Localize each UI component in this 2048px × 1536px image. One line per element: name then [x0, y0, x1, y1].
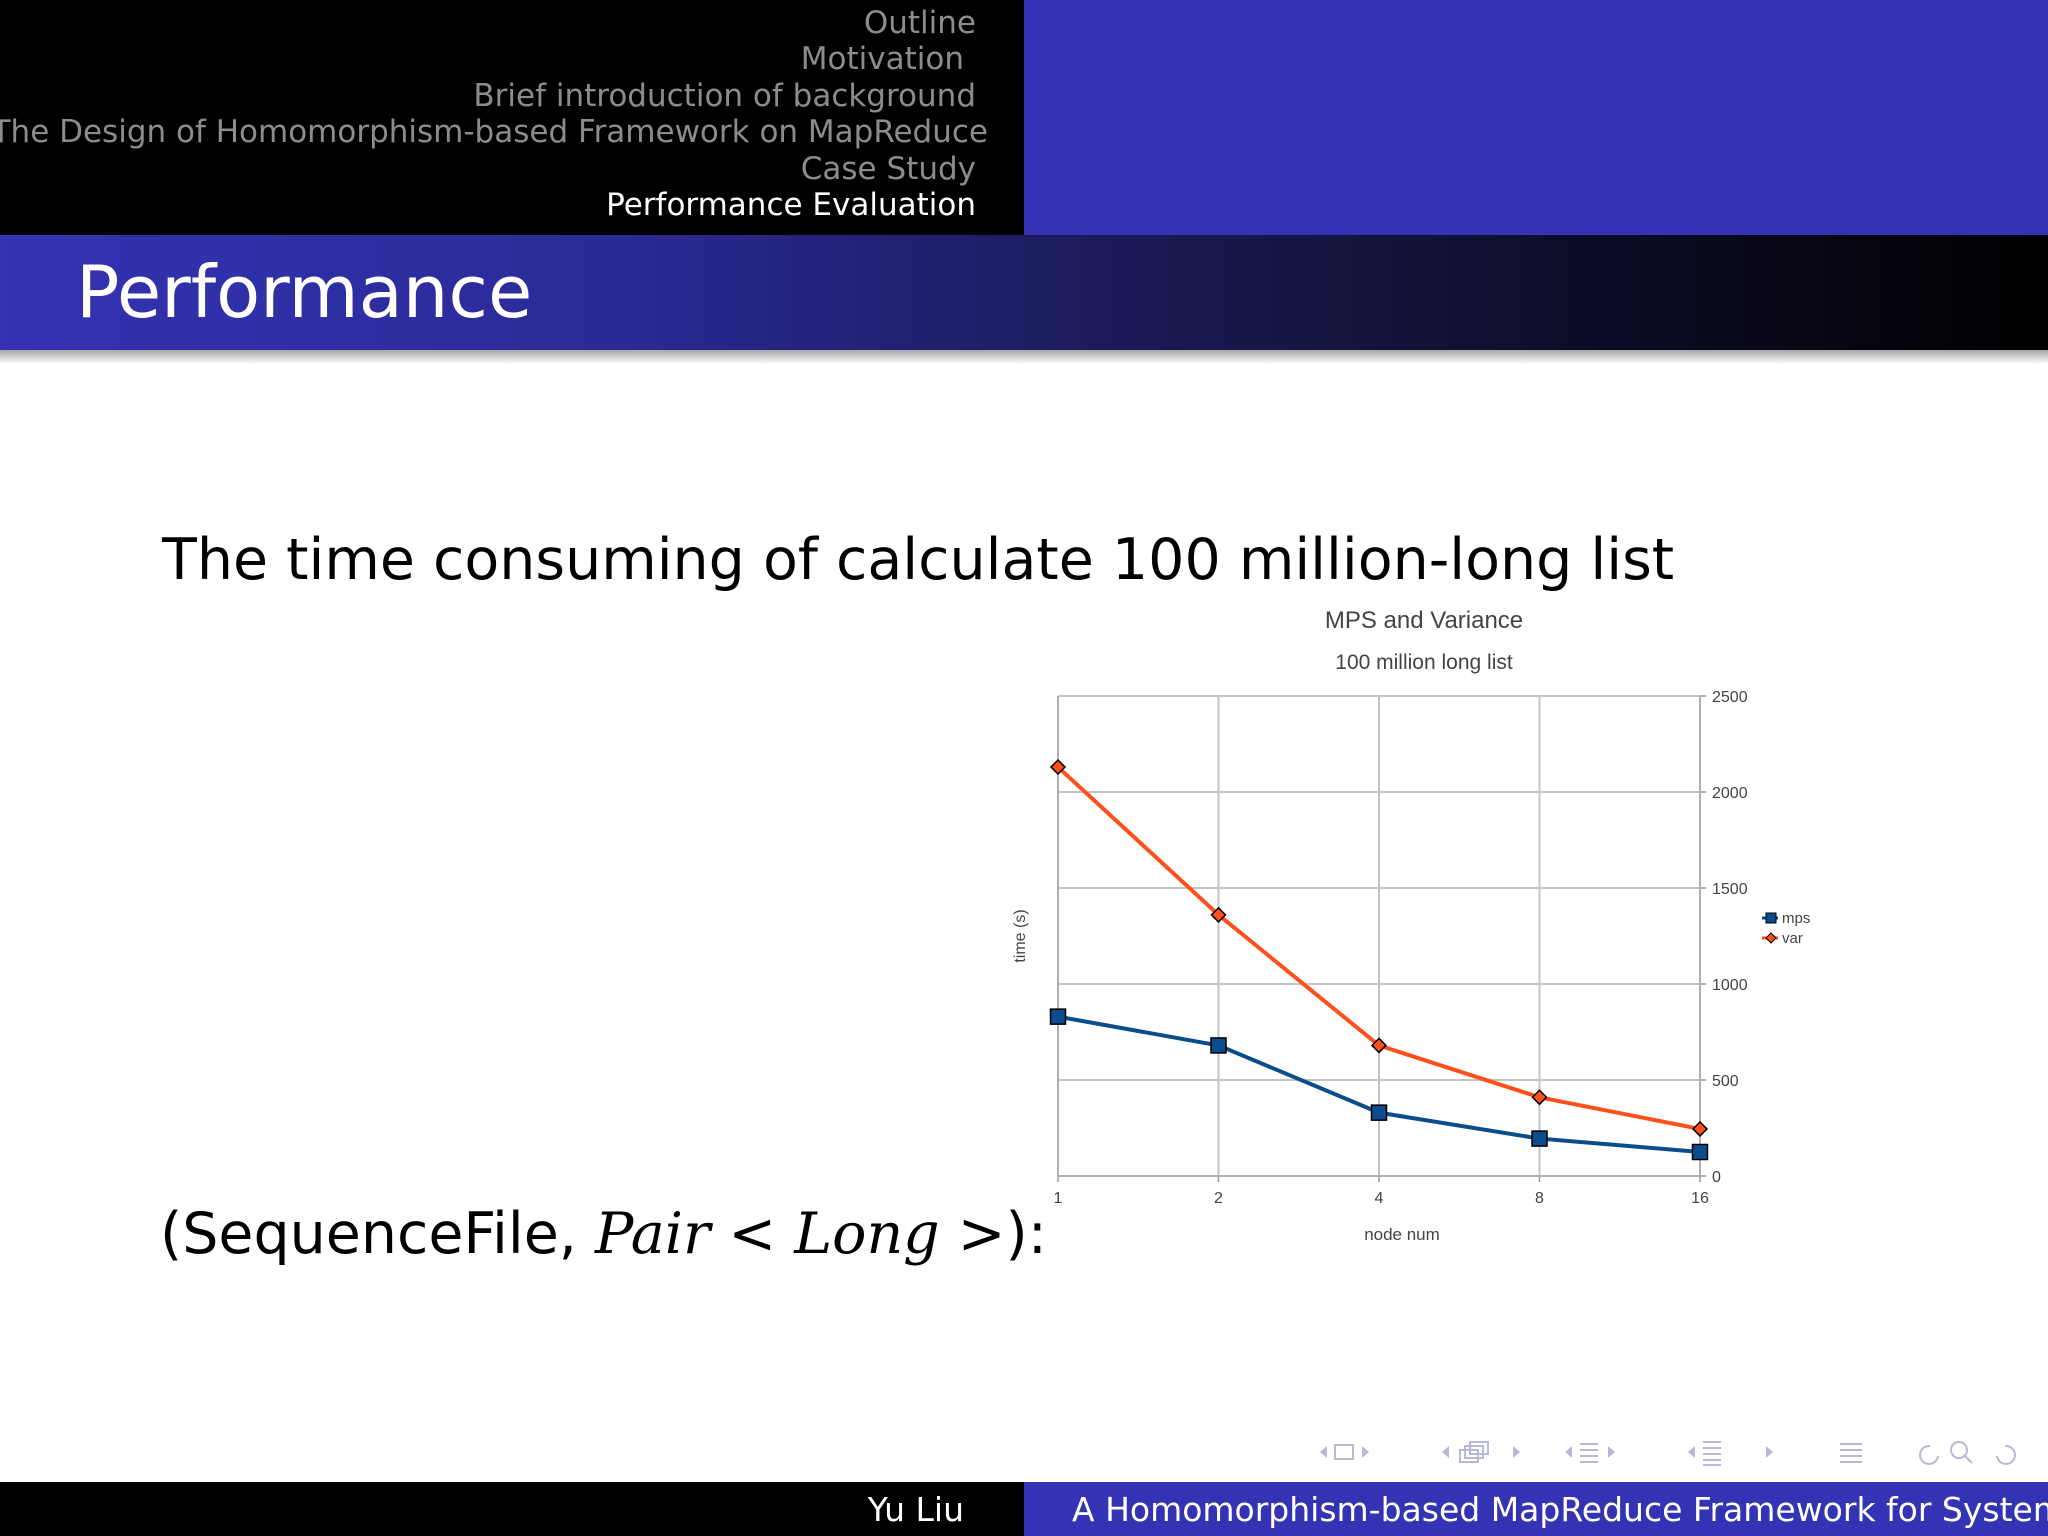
outline-item-motivation[interactable]: Motivation: [800, 41, 964, 77]
x-tick-label: 2: [1214, 1190, 1223, 1207]
formula-long: Long: [794, 1201, 940, 1267]
outline-item-background[interactable]: Brief introduction of background: [473, 78, 976, 114]
header-blank-panel: [1024, 0, 2048, 235]
x-tick-label: 8: [1535, 1190, 1544, 1207]
outline-item-design[interactable]: The Design of Homomorphism-based Framewo…: [0, 114, 988, 150]
nav-search-icon[interactable]: [1950, 1441, 1973, 1464]
legend-label-mps: mps: [1782, 910, 1810, 927]
nav-frame-icon[interactable]: [1334, 1444, 1354, 1460]
nav-next-frame-icon[interactable]: [1362, 1446, 1369, 1458]
nav-prev-doc-icon[interactable]: [1688, 1446, 1695, 1458]
y-tick-label: 2000: [1712, 785, 1748, 802]
beamer-navigation-bar: [1310, 1432, 2030, 1472]
chart-subtitle: 100 million long list: [1335, 651, 1513, 674]
formula-pair: Pair: [595, 1201, 711, 1267]
nav-prev-subsection-icon[interactable]: [1442, 1446, 1449, 1458]
frame-title-bar: [0, 235, 2048, 350]
y-tick-label: 0: [1712, 1169, 1721, 1186]
nav-doc-icon[interactable]: [1703, 1441, 1721, 1466]
nav-next-subsection-icon[interactable]: [1513, 1446, 1520, 1458]
frame-title: Performance: [76, 250, 533, 334]
x-axis-label: node num: [1364, 1225, 1440, 1244]
outline-item-case-study[interactable]: Case Study: [800, 151, 976, 187]
chart-title: MPS and Variance: [1325, 607, 1523, 634]
nav-subsection-icon[interactable]: [1459, 1441, 1489, 1463]
data-point-var: [1531, 1089, 1548, 1106]
frame-title-shadow: [0, 350, 2048, 364]
nav-next-section-icon[interactable]: [1608, 1446, 1615, 1458]
nav-next-doc-icon[interactable]: [1766, 1446, 1773, 1458]
formula-prefix: (SequenceFile,: [160, 1201, 596, 1267]
data-point-var: [1691, 1120, 1709, 1138]
nav-prev-section-icon[interactable]: [1565, 1446, 1572, 1458]
line-chart: 0 500 1000 1500 2000 2500 1 2 4 8 16 MPS and Varian…: [1012, 607, 1810, 1244]
data-point-var: [1049, 758, 1067, 776]
footer-title-panel: A Homomorphism-based MapReduce Framework…: [1024, 1482, 2048, 1536]
y-axis-label: time (s): [1012, 909, 1029, 962]
nav-forward-icon[interactable]: [1996, 1444, 2016, 1465]
data-point-mps: [1210, 1037, 1227, 1054]
y-tick-label: 1500: [1712, 881, 1748, 898]
nav-prev-frame-icon[interactable]: [1320, 1446, 1327, 1458]
footer-author: Yu Liu: [867, 1490, 964, 1529]
y-tick-label: 2500: [1712, 689, 1748, 706]
formula-suffix: ):: [1005, 1201, 1047, 1267]
legend-label-var: var: [1782, 930, 1803, 947]
data-point-mps: [1370, 1104, 1388, 1121]
data-point-var: [1210, 906, 1227, 923]
legend-marker-var: [1765, 932, 1777, 944]
data-point-mps: [1049, 1008, 1067, 1025]
y-tick-label: 1000: [1712, 977, 1748, 994]
nav-section-icon[interactable]: [1580, 1443, 1598, 1463]
nav-toc-icon[interactable]: [1840, 1443, 1862, 1463]
data-point-var: [1370, 1037, 1388, 1054]
x-tick-label: 4: [1375, 1190, 1384, 1207]
outline-item-performance-evaluation[interactable]: Performance Evaluation: [606, 187, 976, 223]
data-point-mps: [1691, 1143, 1709, 1161]
formula-lt: <: [710, 1201, 795, 1267]
x-tick-label: 16: [1691, 1190, 1709, 1207]
footer-title: A Homomorphism-based MapReduce Framework…: [1072, 1490, 2048, 1529]
formula: (SequenceFile, Pair < Long >):: [160, 1198, 1047, 1270]
footer-author-panel: Yu Liu: [0, 1482, 1024, 1536]
nav-back-icon[interactable]: [1919, 1444, 1939, 1465]
header-outline-panel: [0, 0, 1024, 235]
legend-marker-mps: [1765, 912, 1777, 924]
y-tick-label: 500: [1712, 1073, 1739, 1090]
outline-item-outline[interactable]: Outline: [863, 5, 976, 41]
data-point-mps: [1531, 1130, 1548, 1147]
formula-gt: >: [939, 1201, 1006, 1267]
body-text: The time consuming of calculate 100 mill…: [162, 527, 1675, 593]
x-tick-label: 1: [1054, 1190, 1063, 1207]
